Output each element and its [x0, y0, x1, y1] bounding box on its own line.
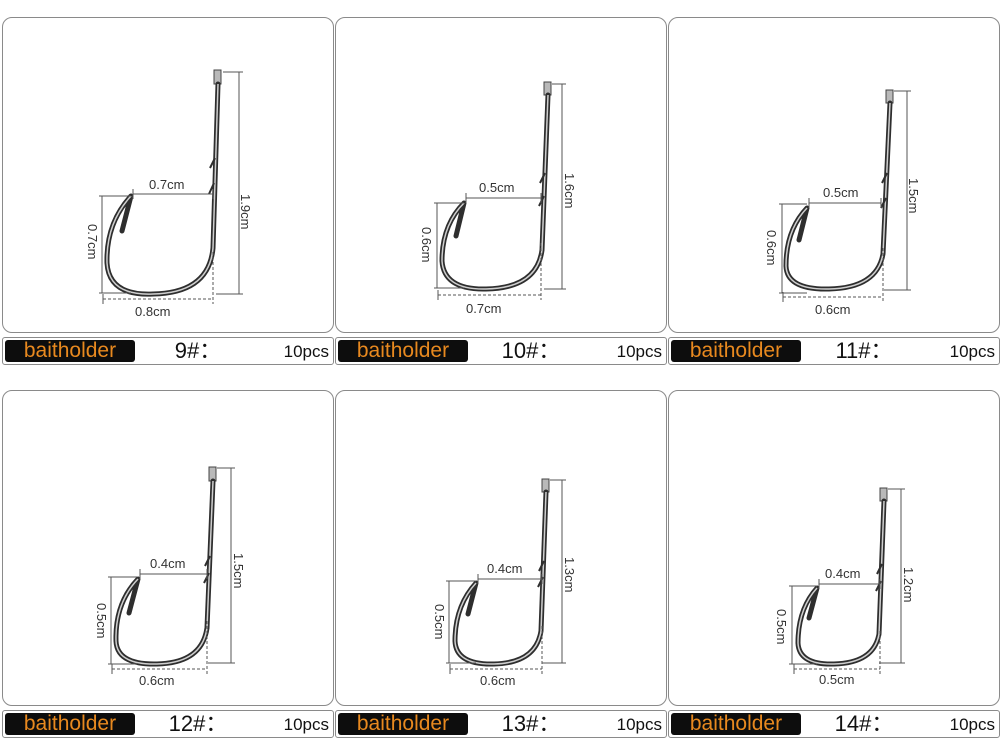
gap-label: 0.4cm	[150, 556, 185, 571]
shank-length-label: 1.3cm	[562, 557, 577, 592]
shank-length-label: 1.2cm	[901, 567, 916, 602]
width-label: 0.7cm	[466, 301, 501, 316]
hook-image-panel: 1.2cm 0.4cm 0.5cm 0.5cm	[668, 390, 1000, 706]
hook-diagram: 1.2cm 0.4cm 0.5cm 0.5cm	[774, 487, 916, 687]
gap-label: 0.4cm	[487, 561, 522, 576]
hook-image-panel: 1.5cm 0.5cm 0.6cm 0.6cm	[668, 17, 1000, 333]
shank-length-label: 1.5cm	[906, 178, 921, 213]
hook-type-tag: baitholder	[338, 340, 468, 362]
throat-label: 0.6cm	[419, 227, 434, 262]
throat-label: 0.6cm	[764, 230, 779, 265]
product-caption: baitholder 14#： 10pcs	[668, 710, 1000, 738]
hook-quantity: 10pcs	[283, 715, 329, 734]
hook-quantity: 10pcs	[616, 342, 662, 361]
hook-quantity: 10pcs	[616, 715, 662, 734]
shank-length-label: 1.6cm	[562, 173, 577, 208]
width-label: 0.8cm	[135, 304, 170, 319]
hook-size: 9#：	[174, 338, 222, 363]
hook-type-tag: baitholder	[671, 340, 801, 362]
hook-diagram: 1.9cm 0.7cm 0.7cm 0.8cm	[85, 69, 253, 319]
width-label: 0.5cm	[819, 672, 854, 687]
fish-hook-icon	[104, 69, 222, 297]
width-label: 0.6cm	[139, 673, 174, 688]
product-caption: baitholder 10#： 10pcs	[335, 337, 667, 365]
hook-type-tag: baitholder	[338, 713, 468, 735]
product-caption: baitholder 12#： 10pcs	[2, 710, 334, 738]
throat-label: 0.5cm	[774, 609, 789, 644]
hook-type-tag: baitholder	[5, 713, 135, 735]
hook-quantity: 10pcs	[949, 342, 995, 361]
fish-hook-icon	[783, 89, 894, 292]
product-caption: baitholder 13#： 10pcs	[335, 710, 667, 738]
fish-hook-icon	[113, 466, 217, 667]
hook-diagram: 1.5cm 0.5cm 0.6cm 0.6cm	[764, 89, 921, 317]
hook-size: 11#：	[835, 338, 893, 363]
hook-size: 12#：	[168, 711, 228, 736]
gap-label: 0.5cm	[479, 180, 514, 195]
fish-hook-icon	[795, 487, 888, 667]
throat-label: 0.5cm	[432, 604, 447, 639]
hook-quantity: 10pcs	[949, 715, 995, 734]
shank-length-label: 1.9cm	[238, 194, 253, 229]
hook-image-panel: 1.5cm 0.4cm 0.5cm 0.6cm	[2, 390, 334, 706]
hook-size: 13#：	[501, 711, 561, 736]
gap-label: 0.4cm	[825, 566, 860, 581]
hook-quantity: 10pcs	[283, 342, 329, 361]
product-caption: baitholder 9#： 10pcs	[2, 337, 334, 365]
hook-type-tag: baitholder	[671, 713, 801, 735]
hook-image-panel: 1.3cm 0.4cm 0.5cm 0.6cm	[335, 390, 667, 706]
product-caption: baitholder 11#： 10pcs	[668, 337, 1000, 365]
gap-label: 0.5cm	[823, 185, 858, 200]
hook-diagram: 1.6cm 0.5cm 0.6cm 0.7cm	[419, 81, 577, 316]
fish-hook-icon	[452, 478, 550, 667]
gap-label: 0.7cm	[149, 177, 184, 192]
hook-type-tag: baitholder	[5, 340, 135, 362]
hook-image-panel: 1.9cm 0.7cm 0.7cm 0.8cm	[2, 17, 334, 333]
hook-image-panel: 1.6cm 0.5cm 0.6cm 0.7cm	[335, 17, 667, 333]
throat-label: 0.5cm	[94, 603, 109, 638]
throat-label: 0.7cm	[85, 224, 100, 259]
width-label: 0.6cm	[480, 673, 515, 688]
hook-diagram: 1.5cm 0.4cm 0.5cm 0.6cm	[94, 466, 246, 688]
hook-diagram: 1.3cm 0.4cm 0.5cm 0.6cm	[432, 478, 577, 688]
shank-length-label: 1.5cm	[231, 553, 246, 588]
width-label: 0.6cm	[815, 302, 850, 317]
hook-size: 10#：	[501, 338, 561, 363]
hook-size: 14#：	[834, 711, 894, 736]
